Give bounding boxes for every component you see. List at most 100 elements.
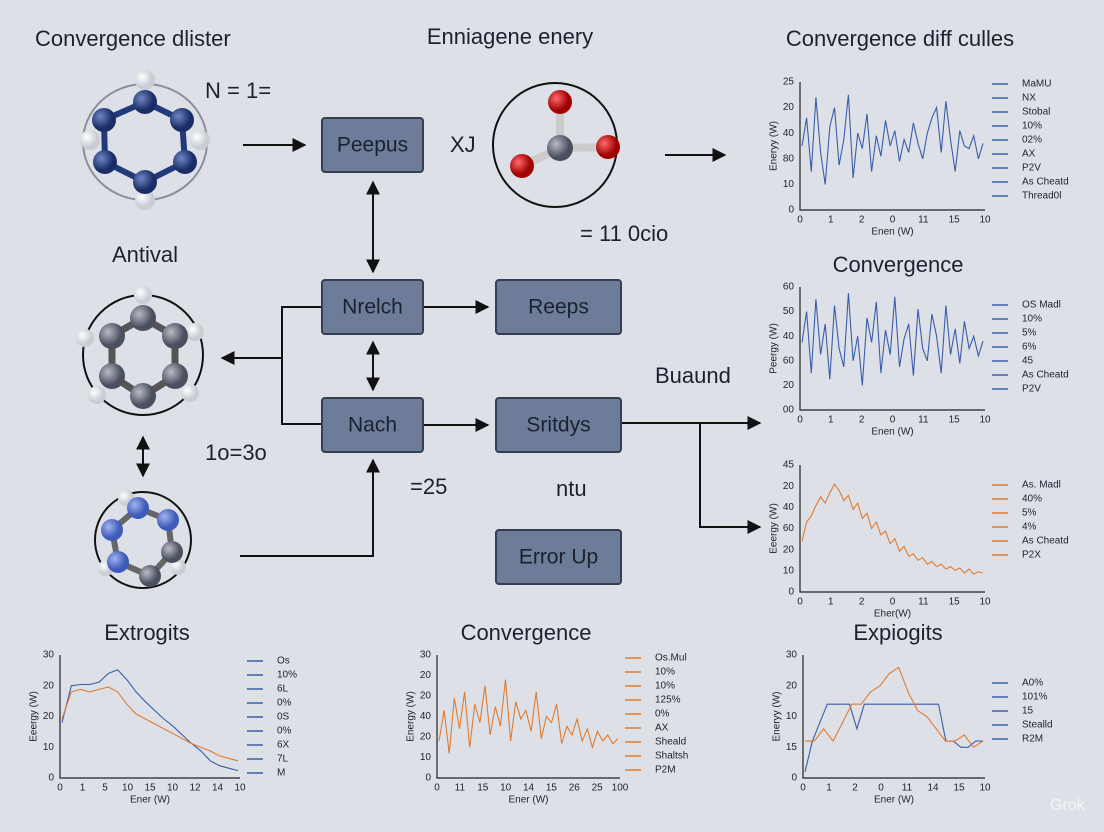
legend-label: Shaltsh — [655, 751, 688, 762]
x-tick-label: 14 — [212, 783, 224, 794]
x-tick-label: 1 — [80, 783, 86, 794]
node-label: Nrelch — [342, 296, 403, 319]
node: Sritdys — [495, 397, 622, 453]
x-tick-label: 11 — [455, 783, 466, 794]
legend-label: 6L — [277, 684, 289, 695]
x-tick-label: 10 — [979, 415, 991, 426]
legend-label: 10% — [655, 667, 675, 678]
x-axis-label: Ener (W) — [874, 795, 914, 806]
y-tick-label: 40 — [783, 128, 795, 139]
series-line — [801, 94, 984, 185]
legend-label: AX — [655, 723, 669, 734]
x-tick-label: 10 — [122, 783, 134, 794]
label: =25 — [410, 474, 447, 499]
y-axis-label: Energy (W) — [406, 691, 417, 742]
node-box — [495, 397, 622, 453]
label: ntu — [556, 476, 587, 501]
x-tick-label: 0 — [890, 415, 896, 426]
node: Error Up — [495, 529, 622, 585]
node: Nach — [321, 397, 424, 453]
legend-label: Os — [277, 656, 290, 667]
label: = 11 0cio — [580, 221, 668, 246]
x-tick-label: 15 — [144, 783, 156, 794]
legend-label: 125% — [655, 695, 681, 706]
legend-label: Stealld — [1022, 720, 1053, 731]
y-tick-label: 10 — [43, 742, 55, 753]
legend-label: M — [277, 768, 285, 779]
legend-label: A0% — [1022, 678, 1043, 689]
chart-title: Convergence — [461, 620, 592, 645]
y-tick-label: 10 — [420, 752, 432, 763]
legend-label: MaMU — [1022, 79, 1051, 90]
legend-label: Thread0l — [1022, 191, 1061, 202]
axes — [799, 287, 985, 411]
x-tick-label: 0 — [434, 783, 440, 794]
legend-label: 0% — [655, 709, 670, 720]
y-tick-label: 20 — [420, 691, 432, 702]
y-tick-label: 20 — [420, 670, 432, 681]
y-tick-label: 50 — [783, 306, 795, 317]
x-tick-label: 15 — [477, 783, 489, 794]
x-tick-label: 2 — [859, 215, 865, 226]
y-axis-label: Eeergy (W) — [769, 503, 780, 554]
legend-label: P2V — [1022, 384, 1041, 395]
x-tick-label: 14 — [523, 783, 535, 794]
axes — [799, 465, 985, 593]
label: 1o=3o — [205, 440, 267, 465]
x-tick-label: 10 — [167, 783, 179, 794]
y-tick-label: 20 — [786, 680, 798, 691]
node-box — [321, 117, 424, 173]
y-tick-label: 30 — [420, 650, 432, 661]
legend-label: 7L — [277, 754, 289, 765]
y-tick-label: 20 — [783, 481, 795, 492]
x-tick-label: 0 — [797, 215, 803, 226]
y-tick-label: 30 — [43, 650, 55, 661]
y-tick-label: 20 — [420, 732, 432, 743]
legend-label: 45 — [1022, 356, 1034, 367]
x-tick-label: 0 — [797, 597, 803, 608]
x-tick-label: 1 — [828, 415, 834, 426]
y-tick-label: 10 — [783, 179, 795, 190]
legend-label: 0% — [277, 726, 292, 737]
legend-label: P2V — [1022, 163, 1041, 174]
x-tick-label: 10 — [979, 597, 991, 608]
x-tick-label: 15 — [949, 597, 961, 608]
x-axis-label: Enen (W) — [871, 427, 913, 438]
y-tick-label: 60 — [783, 282, 795, 293]
x-tick-label: 11 — [918, 415, 929, 426]
legend-label: As. Madl — [1022, 480, 1061, 491]
arrows — [136, 138, 762, 557]
x-tick-label: 11 — [902, 783, 913, 794]
y-tick-label: 15 — [786, 742, 798, 753]
legend-label: 15 — [1022, 706, 1034, 717]
legend-label: As Cheatd — [1022, 536, 1069, 547]
axes — [436, 655, 620, 779]
node-label: Error Up — [519, 546, 598, 569]
y-tick-label: 20 — [783, 102, 795, 113]
y-tick-label: 0 — [788, 205, 794, 216]
series-line — [438, 679, 619, 754]
y-tick-label: 40 — [420, 711, 432, 722]
x-tick-label: 10 — [500, 783, 512, 794]
legend-label: 0S — [277, 712, 290, 723]
legend-label: P2M — [655, 765, 676, 776]
legend-label: 02% — [1022, 135, 1042, 146]
y-axis-label: Eeergy (W) — [29, 691, 40, 742]
legend-label: 10% — [277, 670, 297, 681]
legend-label: 10% — [1022, 314, 1042, 325]
title: Convergence dlister — [35, 26, 231, 51]
x-tick-label: 15 — [546, 783, 558, 794]
node: Reeps — [495, 279, 622, 335]
y-tick-label: 0 — [425, 773, 431, 784]
y-tick-label: 20 — [783, 544, 795, 555]
title: Enniagene enery — [427, 24, 593, 49]
x-tick-label: 1 — [828, 215, 834, 226]
y-tick-label: 0 — [791, 773, 797, 784]
y-tick-label: 40 — [783, 502, 795, 513]
y-tick-label: 0 — [48, 773, 54, 784]
legend-label: 40% — [1022, 494, 1042, 505]
